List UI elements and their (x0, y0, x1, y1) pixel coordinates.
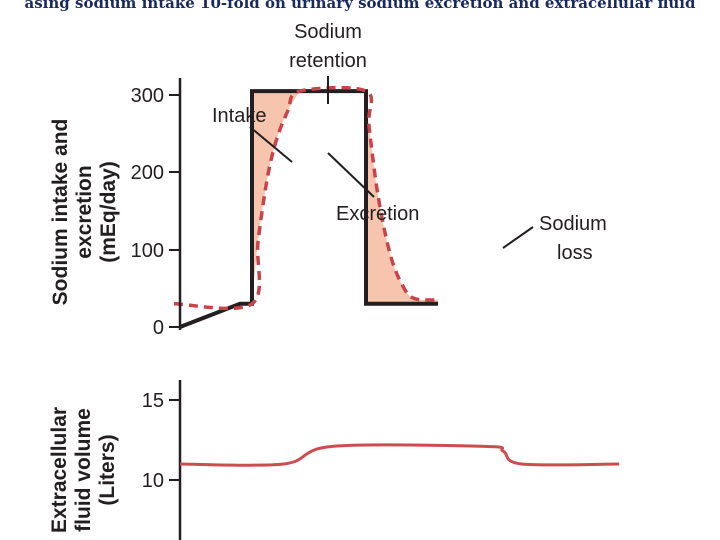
top-ytick-label-100: 100 (131, 240, 164, 262)
top-ylabel-line-2: excretion (73, 165, 96, 258)
intake-pointer (249, 126, 293, 163)
intake-series-line (179, 89, 438, 329)
slide-title: asing sodium intake 10-fold on urinary s… (24, 0, 696, 12)
annotation-sodium-loss-line-2: loss (557, 242, 593, 264)
sodium-loss-area (366, 91, 438, 304)
bottom-ylabel-line-1: Extracellular (48, 407, 71, 533)
ecf-volume-series-line (179, 443, 620, 467)
bottom-ylabel-line-2: fluid volume (72, 408, 95, 532)
annotation-excretion: Excretion (336, 203, 419, 225)
top-chart: 300 200 100 0 Sodium intake and excretio… (49, 21, 607, 339)
bottom-ytick-label-10: 10 (142, 470, 164, 492)
annotation-sodium-retention-line-1: Sodium (294, 21, 362, 43)
sodium-loss-pointer (502, 226, 534, 249)
excretion-pointer (327, 152, 375, 198)
bottom-ylabel-line-3: (Liters) (96, 434, 119, 505)
top-ytick-label-200: 200 (131, 162, 164, 184)
excretion-series-line (173, 85, 439, 311)
annotation-sodium-loss-line-1: Sodium (539, 213, 607, 235)
annotation-sodium-retention-line-2: retention (289, 50, 367, 72)
top-ytick-label-300: 300 (131, 85, 164, 107)
top-y-axis-label: Sodium intake and excretion (mEq/day) (49, 119, 120, 306)
top-ylabel-line-1: Sodium intake and (49, 119, 72, 306)
bottom-y-axis-label: Extracellular fluid volume (Liters) (48, 407, 119, 533)
top-ytick-label-0: 0 (153, 317, 164, 339)
annotation-intake: Intake (212, 105, 266, 127)
bottom-ytick-label-15: 15 (142, 390, 164, 412)
top-ylabel-line-3: (mEq/day) (97, 161, 120, 263)
bottom-chart: 15 10 Extracellular fluid volume (Liters… (48, 380, 620, 540)
sodium-retention-area (252, 91, 300, 304)
